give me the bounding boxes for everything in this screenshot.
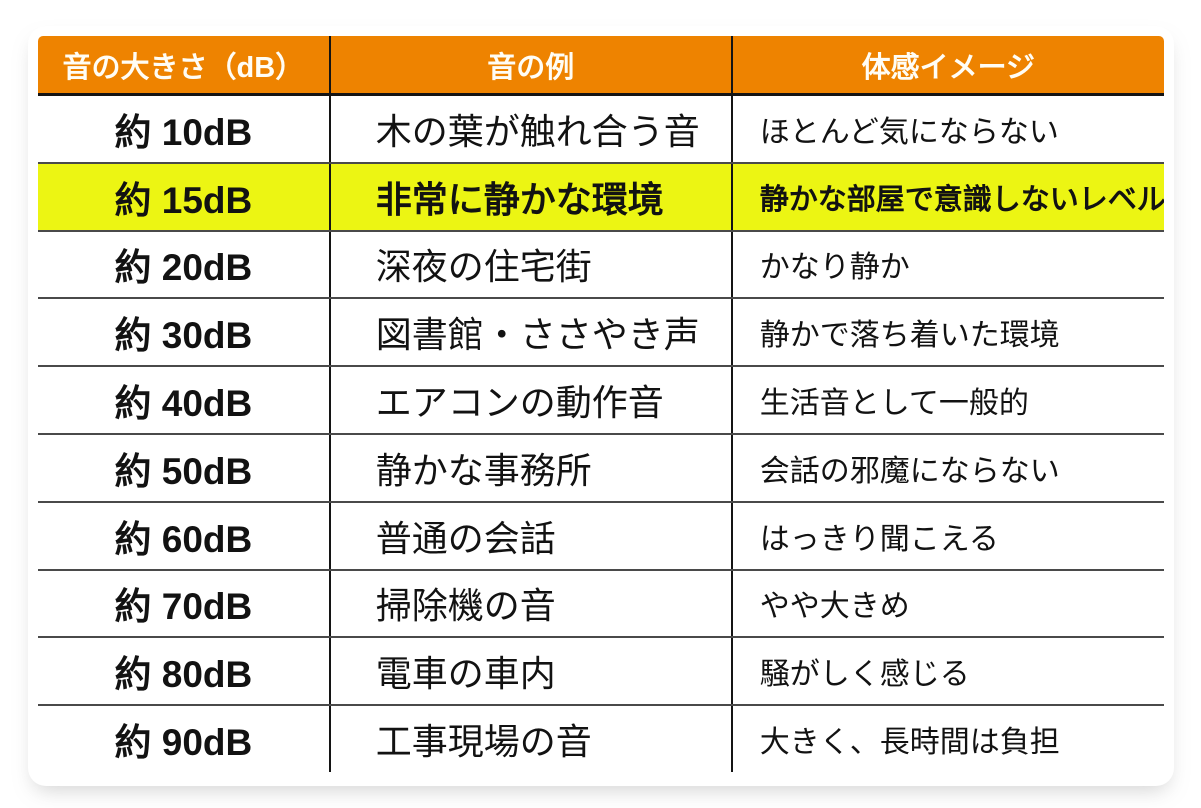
cell-db: 約 70dB bbox=[38, 570, 331, 637]
header-loudness: 音の大きさ（dB） bbox=[38, 36, 331, 93]
table-row: 約 50dB 静かな事務所 会話の邪魔にならない bbox=[38, 432, 1164, 501]
cell-impression: やや大きめ bbox=[759, 590, 910, 624]
cell-db: 約 80dB bbox=[38, 638, 331, 705]
cell-impression: 会話の邪魔にならない bbox=[759, 454, 1060, 488]
cell-impression: 生活音として一般的 bbox=[759, 387, 1029, 421]
cell-impression: はっきり聞こえる bbox=[759, 522, 999, 556]
cell-db: 約 50dB bbox=[38, 434, 331, 501]
table-row: 約 60dB 普通の会話 はっきり聞こえる bbox=[38, 500, 1164, 569]
cell-impression: ほとんど気にならない bbox=[759, 115, 1059, 149]
cell-db: 約 15dB bbox=[38, 163, 331, 230]
cell-impression: かなり静か bbox=[759, 251, 910, 285]
table-row: 約 80dB 電車の車内 騒がしく感じる bbox=[38, 636, 1164, 705]
cell-example: 非常に静かな環境 bbox=[330, 163, 733, 230]
cell-example: 掃除機の音 bbox=[331, 570, 733, 637]
header-perceived-image: 体感イメージ bbox=[732, 36, 1164, 93]
decibel-table-frame: 音の大きさ（dB） 音の例 体感イメージ 約 10dB 木の葉が触れ合う音 ほと… bbox=[28, 26, 1174, 786]
cell-db: 約 20dB bbox=[38, 231, 331, 298]
cell-example: 電車の車内 bbox=[331, 638, 733, 705]
table-row: 約 40dB エアコンの動作音 生活音として一般的 bbox=[38, 365, 1164, 433]
cell-db: 約 40dB bbox=[38, 367, 331, 433]
cell-example: 工事現場の音 bbox=[331, 706, 733, 772]
cell-db: 約 60dB bbox=[38, 502, 331, 569]
cell-db: 約 10dB bbox=[38, 96, 331, 162]
cell-example: エアコンの動作音 bbox=[331, 367, 733, 433]
cell-example: 静かな事務所 bbox=[331, 434, 733, 501]
cell-impression: 静かで落ち着いた環境 bbox=[759, 319, 1060, 353]
table-row: 約 15dB 非常に静かな環境 静かな部屋で意識しないレベル bbox=[38, 161, 1164, 230]
cell-example: 図書館・ささやき声 bbox=[331, 299, 733, 366]
cell-example: 木の葉が触れ合う音 bbox=[331, 96, 733, 162]
cell-example: 普通の会話 bbox=[331, 502, 733, 569]
decibel-table: 音の大きさ（dB） 音の例 体感イメージ 約 10dB 木の葉が触れ合う音 ほと… bbox=[38, 36, 1164, 772]
table-row: 約 70dB 掃除機の音 やや大きめ bbox=[38, 568, 1164, 637]
table-row: 約 30dB 図書館・ささやき声 静かで落ち着いた環境 bbox=[38, 297, 1164, 366]
table-header-row: 音の大きさ（dB） 音の例 体感イメージ bbox=[38, 36, 1164, 93]
cell-example: 深夜の住宅街 bbox=[331, 231, 733, 298]
cell-impression: 静かな部屋で意識しないレベル bbox=[732, 163, 1164, 230]
cell-db: 約 30dB bbox=[38, 299, 331, 366]
cell-db: 約 90dB bbox=[38, 706, 331, 772]
table-row: 約 10dB 木の葉が触れ合う音 ほとんど気にならない bbox=[38, 93, 1164, 162]
cell-impression: 騒がしく感じる bbox=[759, 658, 970, 692]
cell-impression: 大きく、長時間は負担 bbox=[759, 726, 1060, 760]
table-row: 約 90dB 工事現場の音 大きく、長時間は負担 bbox=[38, 704, 1164, 772]
table-row: 約 20dB 深夜の住宅街 かなり静か bbox=[38, 229, 1164, 298]
header-sound-example: 音の例 bbox=[330, 36, 733, 93]
